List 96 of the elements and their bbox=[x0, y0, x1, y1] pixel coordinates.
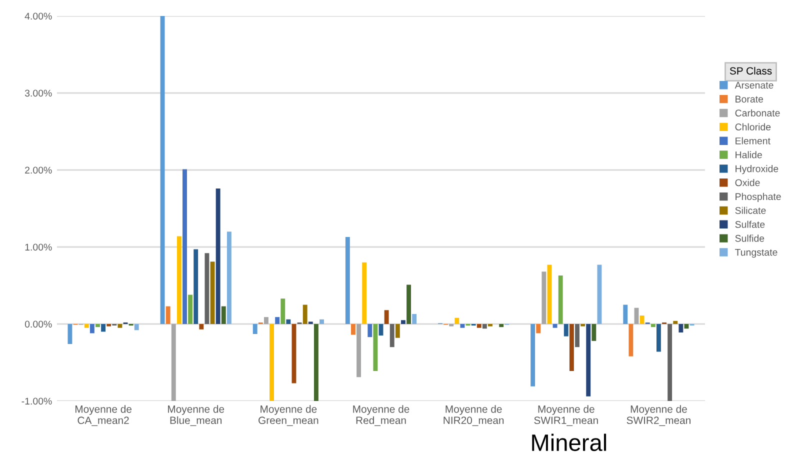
legend-label: Carbonate bbox=[735, 109, 780, 116]
y-tick-label: 0.00% bbox=[24, 320, 52, 328]
legend-label: Sulfate bbox=[735, 220, 765, 228]
bar bbox=[221, 306, 226, 324]
bar bbox=[536, 324, 541, 334]
bar bbox=[650, 324, 656, 328]
bar bbox=[412, 314, 417, 324]
bar bbox=[406, 284, 411, 324]
x-tick-label: Moyenne de Blue_mean bbox=[168, 405, 224, 426]
x-tick-label: Moyenne de SWIR2_mean bbox=[626, 405, 690, 426]
legend-title: SP Class bbox=[730, 66, 772, 75]
bar bbox=[384, 310, 389, 324]
bar bbox=[160, 16, 165, 324]
bar bbox=[286, 319, 291, 324]
bar bbox=[586, 324, 591, 396]
bar bbox=[558, 275, 563, 324]
bar bbox=[252, 324, 258, 334]
y-tick-label: -1.00% bbox=[22, 398, 52, 405]
bar bbox=[575, 324, 580, 348]
legend-label: Chloride bbox=[735, 123, 771, 130]
bar bbox=[368, 324, 372, 338]
y-tick-label: 1.00% bbox=[25, 244, 52, 251]
legend-label: Tungstate bbox=[735, 248, 778, 258]
bar bbox=[134, 324, 139, 330]
bar bbox=[482, 324, 487, 329]
bar bbox=[118, 324, 122, 328]
bar bbox=[564, 324, 568, 336]
legend-label: Element bbox=[736, 137, 770, 144]
bar bbox=[166, 306, 170, 324]
x-tick-label: Moyenne de CA_mean2 bbox=[75, 405, 132, 426]
bar bbox=[314, 324, 318, 401]
bar bbox=[678, 324, 684, 332]
bar bbox=[656, 324, 661, 352]
bar bbox=[96, 324, 100, 328]
bar bbox=[597, 264, 602, 324]
bar bbox=[171, 324, 176, 401]
bar bbox=[552, 324, 558, 328]
legend-label: Oxide bbox=[735, 178, 760, 186]
bar bbox=[530, 324, 536, 386]
bar bbox=[101, 324, 106, 332]
bar bbox=[182, 169, 187, 324]
bar bbox=[204, 253, 210, 324]
bar bbox=[302, 304, 308, 324]
bar bbox=[210, 262, 215, 324]
x-tick-label: Moyenne de SWIR1_mean bbox=[534, 405, 598, 426]
bar bbox=[362, 262, 367, 324]
bar bbox=[226, 232, 232, 324]
bar bbox=[547, 264, 552, 324]
y-tick-label: 2.00% bbox=[25, 166, 52, 174]
legend-label: Borate bbox=[736, 96, 764, 103]
bar bbox=[351, 324, 356, 335]
bar bbox=[194, 249, 198, 324]
bar bbox=[640, 316, 644, 324]
x-tick-label: Moyenne de Green_mean bbox=[258, 405, 318, 426]
bar bbox=[199, 324, 204, 330]
bar bbox=[499, 324, 504, 328]
bar bbox=[84, 324, 89, 328]
bar bbox=[668, 324, 672, 401]
bar bbox=[373, 324, 378, 371]
legend-label: Sulfide bbox=[735, 234, 764, 242]
legend-label: Phosphate bbox=[736, 192, 781, 202]
y-tick-label: 4.00% bbox=[24, 12, 52, 20]
legend-label: Halide bbox=[736, 151, 762, 158]
legend-label: Arsenate bbox=[734, 82, 774, 89]
legend-label: Silicate bbox=[735, 206, 766, 214]
bar bbox=[292, 324, 296, 384]
x-tick-label: Moyenne de NIR20_mean bbox=[444, 405, 504, 426]
bar bbox=[390, 324, 394, 348]
bar bbox=[345, 236, 350, 324]
bar bbox=[320, 319, 324, 324]
y-tick-label: 3.00% bbox=[24, 90, 52, 97]
bar bbox=[476, 324, 482, 328]
bar bbox=[280, 298, 286, 324]
bar bbox=[378, 324, 384, 336]
bar bbox=[275, 317, 280, 324]
bar bbox=[356, 324, 362, 378]
bar bbox=[569, 324, 574, 371]
bar bbox=[673, 320, 678, 324]
bar bbox=[395, 324, 400, 338]
bar bbox=[460, 324, 465, 328]
bar bbox=[68, 324, 72, 344]
bar bbox=[628, 324, 634, 356]
bar bbox=[270, 324, 274, 401]
bar bbox=[592, 324, 596, 341]
bar bbox=[454, 318, 460, 324]
legend-label: Hydroxide bbox=[736, 165, 778, 174]
bar bbox=[542, 272, 546, 324]
bar bbox=[176, 236, 182, 324]
bar bbox=[188, 294, 193, 324]
x-tick-label: Moyenne de Red_mean bbox=[353, 405, 410, 426]
bar bbox=[90, 324, 94, 334]
bar bbox=[264, 317, 268, 324]
x-axis-title: Mineral bbox=[532, 434, 606, 452]
bar bbox=[623, 304, 628, 324]
bar bbox=[400, 320, 406, 324]
bar bbox=[216, 188, 220, 324]
